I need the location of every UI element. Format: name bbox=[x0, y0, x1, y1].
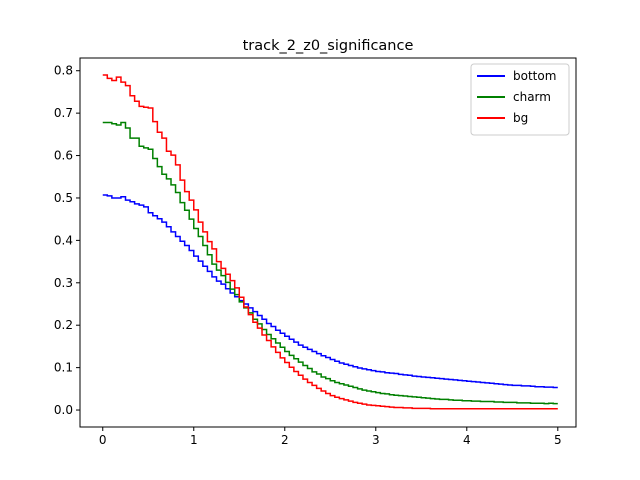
series-layer bbox=[102, 74, 558, 410]
x-tick-label: 2 bbox=[281, 433, 289, 447]
x-tick-label: 0 bbox=[99, 433, 107, 447]
y-tick-label: 0.8 bbox=[54, 64, 73, 78]
legend: bottom charm bg bbox=[470, 63, 570, 136]
x-tick-label: 5 bbox=[554, 433, 562, 447]
y-tick-label: 0.4 bbox=[54, 233, 73, 247]
legend-label-charm: charm bbox=[513, 90, 551, 104]
axes-layer: 0 1 2 3 4 5 0.0 0.1 0.2 0.3 0.4 0.5 0.6 0.7 0.8 bbox=[54, 64, 562, 447]
series-line-charm bbox=[102, 121, 558, 405]
x-tick-label: 3 bbox=[372, 433, 380, 447]
y-tick-label: 0.5 bbox=[54, 191, 73, 205]
legend-label-bottom: bottom bbox=[513, 69, 556, 83]
y-tick-label: 0.7 bbox=[54, 106, 73, 120]
x-tick-label: 1 bbox=[190, 433, 198, 447]
chart-title: track_2_z0_significance bbox=[243, 38, 414, 54]
y-tick-label: 0.0 bbox=[54, 403, 73, 417]
y-tick-label: 0.1 bbox=[54, 361, 73, 375]
plot-frame bbox=[79, 57, 577, 428]
y-tick-label: 0.3 bbox=[54, 276, 73, 290]
x-tick-label: 4 bbox=[463, 433, 471, 447]
y-tick-label: 0.2 bbox=[54, 318, 73, 332]
series-line-bottom bbox=[102, 194, 558, 389]
legend-label-bg: bg bbox=[513, 111, 528, 125]
series-line-bg bbox=[102, 74, 558, 410]
y-tick-label: 0.6 bbox=[54, 149, 73, 163]
